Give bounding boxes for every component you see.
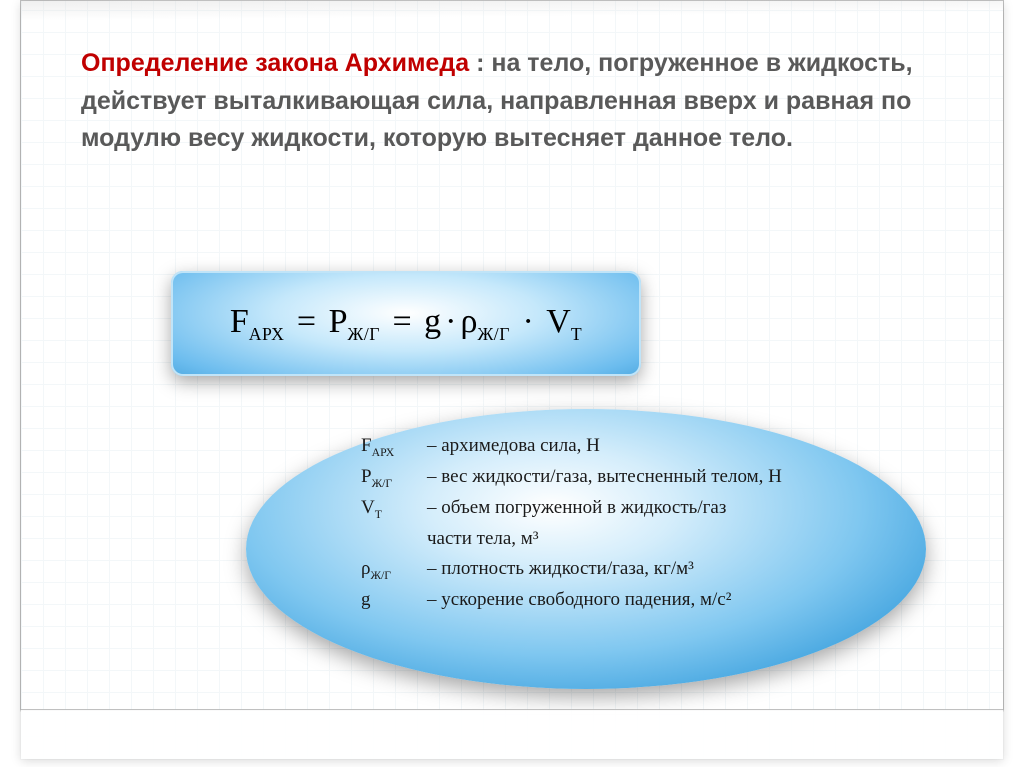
formula-V: V: [546, 303, 571, 340]
formula-rho-sub: Ж/Г: [477, 323, 509, 343]
legend-desc: – вес жидкости/газа, вытесненный телом, …: [427, 462, 782, 493]
legend-desc: части тела, м³: [427, 524, 539, 553]
formula-P-sub: Ж/Г: [348, 323, 380, 343]
equals-1: =: [293, 303, 320, 340]
legend-row: ρЖ/Г – плотность жидкости/газа, кг/м³: [361, 554, 782, 585]
legend-sym: PЖ/Г: [361, 462, 427, 493]
paper-fold-bottom: [5, 709, 1019, 765]
formula-g: g: [424, 303, 441, 340]
equals-2: =: [388, 303, 415, 340]
formula-V-sub: Т: [571, 323, 582, 343]
dot-1: ·: [441, 303, 460, 340]
legend-row: VТ – объем погруженной в жидкость/газ: [361, 493, 782, 524]
definition-heading: Определение закона Архимеда : на тело, п…: [81, 45, 943, 158]
legend-row: части тела, м³: [361, 524, 782, 553]
legend: FАРХ – архимедова сила, Н PЖ/Г – вес жид…: [361, 431, 782, 616]
formula-F-sub: АРХ: [249, 323, 285, 343]
legend-desc: – плотность жидкости/газа, кг/м³: [427, 554, 694, 585]
formula-P: P: [329, 303, 348, 340]
legend-sym: [361, 524, 427, 553]
legend-sym: VТ: [361, 493, 427, 524]
legend-row: FАРХ – архимедова сила, Н: [361, 431, 782, 462]
formula-rho: ρ: [461, 303, 478, 340]
legend-row: g – ускорение свободного падения, м/с²: [361, 585, 782, 616]
legend-sym: g: [361, 585, 427, 616]
legend-sym: FАРХ: [361, 431, 427, 462]
formula-F: F: [230, 303, 249, 340]
heading-term: Определение закона Архимеда: [81, 49, 469, 77]
legend-desc: – архимедова сила, Н: [427, 431, 600, 462]
legend-desc: – объем погруженной в жидкость/газ: [427, 493, 726, 524]
legend-sym: ρЖ/Г: [361, 554, 427, 585]
legend-row: PЖ/Г – вес жидкости/газа, вытесненный те…: [361, 462, 782, 493]
formula-box: FАРХ = PЖ/Г = g·ρЖ/Г · VТ: [171, 271, 641, 376]
dot-2: ·: [518, 303, 537, 340]
paper-sheet: Определение закона Архимеда : на тело, п…: [20, 0, 1004, 760]
archimedes-formula: FАРХ = PЖ/Г = g·ρЖ/Г · VТ: [230, 303, 582, 345]
legend-desc: – ускорение свободного падения, м/с²: [427, 585, 731, 616]
